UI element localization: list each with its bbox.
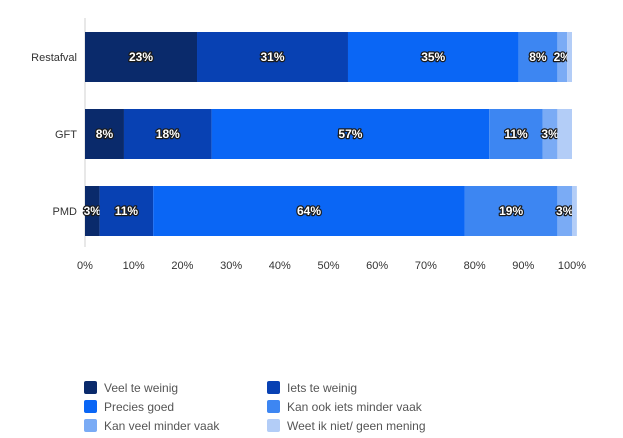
- bar-segment: [567, 32, 572, 82]
- legend-swatch: [84, 400, 97, 413]
- bar-segment: [153, 186, 465, 236]
- x-tick-label: 80%: [464, 260, 486, 272]
- bar-segment: [557, 186, 572, 236]
- bar-segment: [464, 186, 558, 236]
- legend-label: Iets te weinig: [287, 380, 358, 395]
- data-label: 64%: [297, 204, 321, 218]
- legend-label: Precies goed: [104, 399, 175, 414]
- category-label: Restafval: [31, 52, 77, 64]
- legend-label: Kan ook iets minder vaak: [287, 399, 422, 414]
- category-label: GFT: [55, 129, 77, 141]
- stacked-bar-chart: 0% 10% 20% 30% 40% 50% 60% 70% 80% 90% 100% Restafv…: [31, 18, 586, 272]
- bar-segment: [518, 32, 558, 82]
- data-label: 3%: [541, 127, 559, 141]
- bar-segment: [572, 186, 577, 236]
- bar-segment: [211, 109, 490, 159]
- data-label: 8%: [529, 50, 547, 64]
- legend-label: Weet ik niet/ geen mening: [287, 418, 426, 433]
- data-label: 57%: [338, 127, 362, 141]
- x-tick-label: 90%: [512, 260, 534, 272]
- legend-swatch: [267, 400, 280, 413]
- legend-item: Iets te weinig: [267, 379, 467, 396]
- bar-segment: [197, 32, 348, 82]
- bar-segment: [85, 186, 100, 236]
- data-label: 31%: [260, 50, 284, 64]
- x-tick-label: 50%: [317, 260, 339, 272]
- data-label: 11%: [115, 204, 139, 218]
- data-label: 11%: [504, 127, 528, 141]
- data-label: 8%: [96, 127, 114, 141]
- bar-segment: [542, 109, 558, 159]
- x-tick-label: 20%: [171, 260, 193, 272]
- data-label: 19%: [499, 204, 523, 218]
- x-tick-label: 100%: [558, 260, 586, 272]
- bar-segment: [85, 32, 198, 82]
- bar-segment: [347, 32, 519, 82]
- data-label: 3%: [556, 204, 574, 218]
- x-tick-label: 40%: [269, 260, 291, 272]
- data-label: 35%: [421, 50, 445, 64]
- legend-swatch: [84, 381, 97, 394]
- legend-item: Kan veel minder vaak: [84, 417, 267, 434]
- data-label: 3%: [84, 204, 102, 218]
- bar-segment: [489, 109, 543, 159]
- legend-item: Kan ook iets minder vaak: [267, 398, 467, 415]
- data-label: 23%: [129, 50, 153, 64]
- data-label: 18%: [156, 127, 180, 141]
- legend-item: Weet ik niet/ geen mening: [267, 417, 467, 434]
- bar-segment: [557, 32, 568, 82]
- legend-item: Veel te weinig: [84, 379, 267, 396]
- bar-segment: [557, 109, 572, 159]
- legend-swatch: [84, 419, 97, 432]
- legend-label: Kan veel minder vaak: [104, 418, 220, 433]
- bar-segment: [99, 186, 154, 236]
- x-tick-label: 30%: [220, 260, 242, 272]
- x-tick-label: 60%: [366, 260, 388, 272]
- legend-swatch: [267, 381, 280, 394]
- category-label: PMD: [53, 206, 78, 218]
- legend-swatch: [267, 419, 280, 432]
- x-tick-label: 10%: [123, 260, 145, 272]
- bar-segment: [123, 109, 212, 159]
- chart-legend: Veel te weinig Iets te weinig Precies goed…: [84, 379, 504, 434]
- legend-label: Veel te weinig: [104, 380, 179, 395]
- bar-segment: [85, 109, 124, 159]
- x-tick-label: 0%: [77, 260, 93, 272]
- x-tick-label: 70%: [415, 260, 437, 272]
- legend-item: Precies goed: [84, 398, 267, 415]
